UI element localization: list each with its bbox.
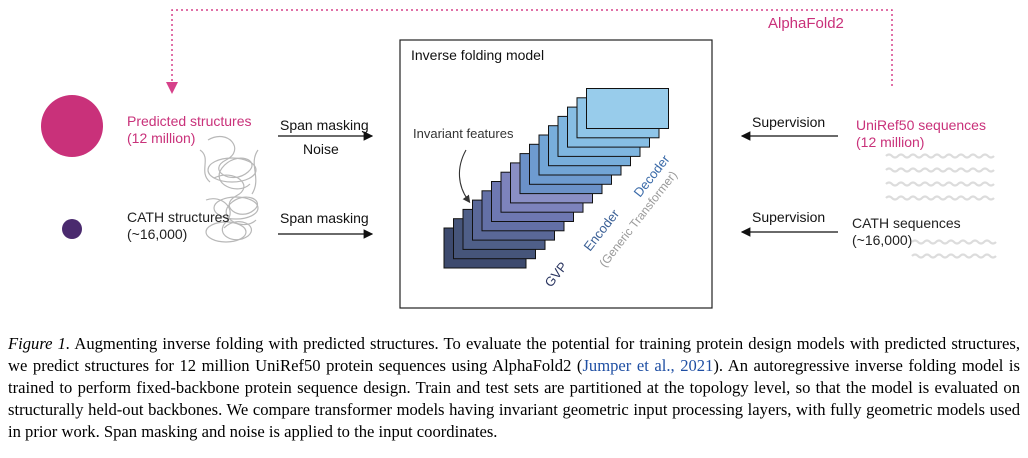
protein-structure-icon — [199, 135, 259, 243]
sequence-wave-lines — [885, 153, 997, 259]
cath-structures-count: (~16,000) — [127, 226, 187, 242]
caption-text-part1: Augmenting inverse folding with predicte… — [8, 334, 1020, 375]
cath-sequences-count: (~16,000) — [852, 232, 912, 248]
cath-sequences-title: CATH sequences — [852, 215, 961, 231]
sequence-wave-line — [885, 167, 995, 173]
figure-caption: Figure 1. Augmenting inverse folding wit… — [8, 333, 1020, 443]
predicted-structures-title: Predicted structures — [127, 113, 252, 129]
alphafold-dotted-arrow — [166, 9, 893, 94]
caption-text-part2: ). An autoregressive inverse folding mod… — [8, 356, 1020, 441]
layer-slab — [586, 88, 669, 129]
figure-diagram: AlphaFold2 Predicted structures (12 mill… — [41, 9, 997, 309]
uniref-sequences-count: (12 million) — [856, 134, 924, 150]
model-title: Inverse folding model — [411, 47, 544, 63]
sequence-wave-line — [911, 239, 997, 245]
sequence-wave-line — [911, 253, 997, 259]
predicted-structures-count: (12 million) — [127, 130, 195, 146]
alphafold-label: AlphaFold2 — [768, 15, 844, 32]
sequence-wave-line — [885, 153, 995, 159]
sequence-wave-line — [885, 181, 995, 187]
supervision-top-label: Supervision — [752, 114, 825, 130]
span-masking-bottom-label: Span masking — [280, 210, 369, 226]
cath-structures-dot — [62, 219, 82, 239]
cath-structures-title: CATH structures — [127, 209, 229, 225]
predicted-structures-dot — [41, 95, 103, 157]
uniref-sequences-title: UniRef50 sequences — [856, 117, 986, 133]
span-masking-top-label: Span masking — [280, 117, 369, 133]
layer-stack — [443, 88, 669, 269]
sequence-wave-line — [885, 195, 995, 201]
supervision-bottom-label: Supervision — [752, 209, 825, 225]
noise-label: Noise — [303, 141, 339, 157]
invariant-features-label: Invariant features — [413, 126, 514, 141]
caption-figure-label: Figure 1. — [8, 334, 71, 353]
invariant-features-arrow — [458, 149, 471, 204]
caption-citation-link[interactable]: Jumper et al., 2021 — [582, 356, 714, 375]
